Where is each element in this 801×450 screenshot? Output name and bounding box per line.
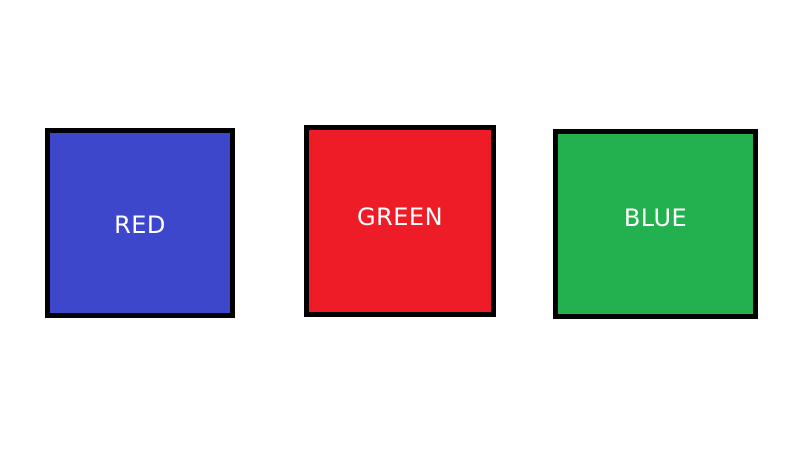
color-tile-green-label: GREEN — [304, 125, 496, 317]
color-tile-blue-label: BLUE — [553, 129, 758, 319]
color-tile-red-label: RED — [45, 128, 235, 318]
tile-label: GREEN — [356, 203, 444, 231]
tile-label: RED — [114, 211, 166, 239]
tile-label: BLUE — [623, 204, 688, 232]
